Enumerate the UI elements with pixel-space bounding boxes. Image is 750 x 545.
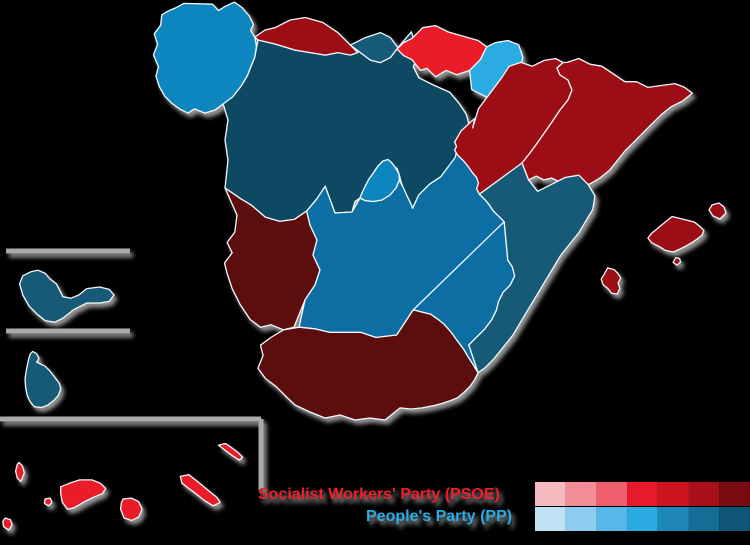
svg-text:People's Party (PP): People's Party (PP) [366,508,512,525]
svg-text:Socialist Workers' Party (PSOE: Socialist Workers' Party (PSOE) [258,486,500,503]
